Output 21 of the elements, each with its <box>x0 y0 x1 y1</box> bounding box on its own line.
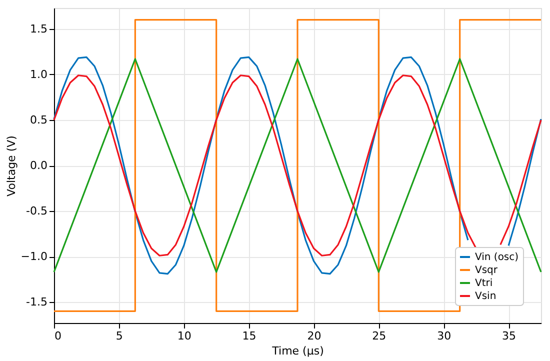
x-axis-title: Time (μs) <box>271 344 324 358</box>
y-tick-label: 1.5 <box>30 22 48 36</box>
legend-label: Vtri <box>475 278 493 289</box>
y-tick-label: 0.5 <box>30 113 48 126</box>
legend-label: Vin (osc) <box>475 252 519 263</box>
x-tick-label: 15 <box>242 330 256 342</box>
x-tick-label: 20 <box>307 330 322 342</box>
legend-label: Vsin <box>475 291 496 302</box>
y-axis-title: Voltage (V) <box>4 136 18 196</box>
y-tick-label: -0.5 <box>26 204 48 218</box>
x-tick-label: 0 <box>54 330 62 342</box>
x-tick-label: 5 <box>116 330 123 342</box>
x-tick-label: 25 <box>372 330 386 342</box>
x-tick-label: 30 <box>437 330 452 342</box>
y-tick-label: -1.5 <box>26 296 48 309</box>
legend-label: Vsqr <box>475 265 498 276</box>
y-tick-label: 1.0 <box>30 68 48 81</box>
y-tick-label: 0.0 <box>30 159 48 172</box>
x-tick-label: 10 <box>177 330 192 342</box>
x-tick-label: 35 <box>502 330 516 342</box>
y-tick-label: −1.0 <box>20 250 48 264</box>
